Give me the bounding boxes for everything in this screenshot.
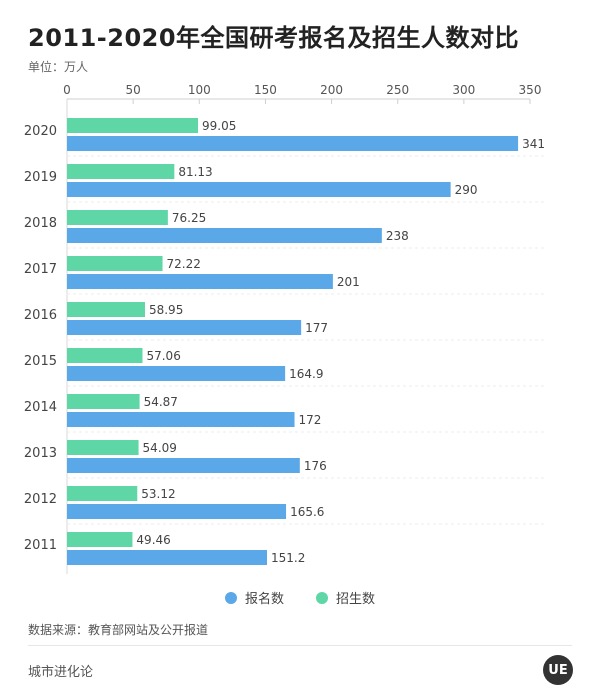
- legend-dot-registrations: [224, 591, 237, 604]
- y-category-label: 2015: [24, 354, 57, 369]
- x-tick-label: 150: [254, 83, 277, 97]
- data-label-registrations: 165.6: [290, 505, 324, 519]
- data-label-admissions: 57.06: [146, 349, 180, 363]
- data-label-admissions: 54.09: [143, 441, 177, 455]
- y-category-label: 2013: [24, 446, 57, 461]
- data-label-registrations: 290: [455, 183, 478, 197]
- legend-item-admissions[interactable]: 招生数: [316, 588, 375, 607]
- data-label-registrations: 177: [305, 321, 328, 335]
- bar-admissions: [67, 302, 145, 317]
- brand-logo-icon: UE: [543, 655, 573, 685]
- data-label-admissions: 99.05: [202, 119, 236, 133]
- bar-admissions: [67, 486, 138, 501]
- unit-label: 单位：万人: [28, 60, 89, 74]
- data-label-admissions: 58.95: [149, 303, 183, 317]
- y-category-label: 2016: [24, 308, 57, 323]
- x-tick-label: 300: [452, 83, 475, 97]
- brand-name: 城市进化论: [28, 665, 94, 680]
- y-category-label: 2019: [24, 170, 57, 185]
- legend: 报名数 招生数: [0, 588, 600, 607]
- y-category-label: 2012: [24, 492, 57, 507]
- x-tick-label: 0: [63, 83, 71, 97]
- data-label-registrations: 238: [386, 229, 409, 243]
- legend-label-admissions: 招生数: [336, 592, 376, 607]
- data-label-admissions: 54.87: [144, 395, 178, 409]
- bar-registrations: [67, 366, 286, 381]
- legend-label-registrations: 报名数: [244, 592, 284, 607]
- bar-admissions: [67, 118, 199, 133]
- bar-registrations: [67, 550, 268, 565]
- y-category-label: 2020: [24, 124, 57, 139]
- y-category-label: 2018: [24, 216, 57, 231]
- x-tick-label: 200: [320, 83, 343, 97]
- x-tick-label: 350: [519, 83, 542, 97]
- y-category-label: 2017: [24, 262, 57, 277]
- legend-item-registrations[interactable]: 报名数: [224, 588, 284, 607]
- data-source: 数据来源：教育部网站及公开报道: [28, 623, 209, 637]
- bar-registrations: [67, 504, 287, 519]
- data-label-registrations: 341: [522, 137, 545, 151]
- bar-registrations: [67, 412, 295, 427]
- bar-registrations: [67, 274, 333, 289]
- data-label-admissions: 72.22: [167, 257, 201, 271]
- data-label-registrations: 201: [337, 275, 360, 289]
- bar-registrations: [67, 182, 451, 197]
- bar-registrations: [67, 458, 300, 473]
- bar-registrations: [67, 228, 382, 243]
- bar-registrations: [67, 320, 302, 335]
- bar-admissions: [67, 440, 139, 455]
- data-label-admissions: 81.13: [178, 165, 212, 179]
- bar-admissions: [67, 532, 133, 547]
- data-label-admissions: 49.46: [136, 533, 170, 547]
- bar-admissions: [67, 256, 163, 271]
- bar-chart: 0 50 100 150 200 250 300 350 2020 99.05 341 2019 81.…: [24, 83, 545, 574]
- bar-admissions: [67, 164, 175, 179]
- data-label-registrations: 176: [304, 459, 327, 473]
- data-label-admissions: 53.12: [141, 487, 175, 501]
- x-tick-label: 250: [386, 83, 409, 97]
- legend-dot-admissions: [316, 591, 328, 604]
- y-category-label: 2014: [24, 400, 57, 415]
- bar-admissions: [67, 394, 140, 409]
- chart-title: 2011-2020年全国研考报名及招生人数对比: [28, 24, 520, 52]
- bar-admissions: [67, 210, 168, 225]
- x-tick-label: 50: [126, 83, 141, 97]
- data-label-admissions: 76.25: [172, 211, 206, 225]
- data-label-registrations: 151.2: [271, 551, 305, 565]
- divider: [28, 645, 572, 646]
- x-tick-label: 100: [188, 83, 211, 97]
- data-label-registrations: 164.9: [289, 367, 323, 381]
- bar-admissions: [67, 348, 143, 363]
- data-label-registrations: 172: [299, 413, 322, 427]
- bar-registrations: [67, 136, 519, 151]
- y-category-label: 2011: [24, 538, 57, 553]
